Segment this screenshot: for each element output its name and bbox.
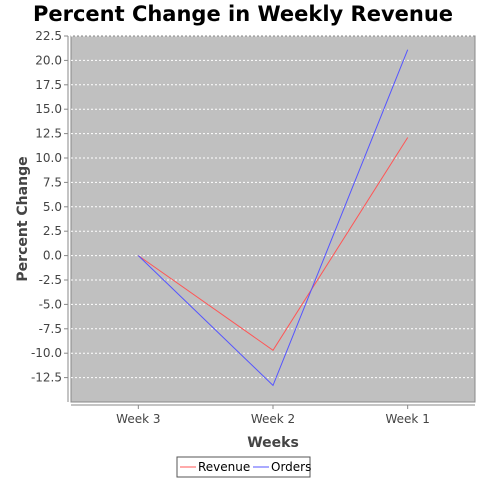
y-tick-label: 5.0 <box>43 200 62 214</box>
x-tick-label: Week 1 <box>386 412 430 426</box>
y-tick-label: 20.0 <box>35 53 62 67</box>
y-tick-label: 7.5 <box>43 175 62 189</box>
y-tick-label: 2.5 <box>43 224 62 238</box>
y-axis: -12.5 -10.0 -7.5 -5.0 -2.5 0.0 2.5 5.0 7.5 10.0 12… <box>31 29 69 402</box>
y-tick-label: -5.0 <box>39 297 62 311</box>
y-tick-label: 0.0 <box>43 249 62 263</box>
y-tick-label: -10.0 <box>31 346 62 360</box>
y-tick-label: 22.5 <box>35 29 62 43</box>
legend-label-revenue: Revenue <box>198 460 250 474</box>
legend-box <box>176 456 311 478</box>
legend-label-orders: Orders <box>271 460 311 474</box>
y-tick-label: 12.5 <box>35 127 62 141</box>
x-axis: Week 3 Week 2 Week 1 <box>71 404 475 426</box>
y-tick-label: 15.0 <box>35 102 62 116</box>
y-tick-label: 10.0 <box>35 151 62 165</box>
y-tick-label: -7.5 <box>39 322 62 336</box>
y-tick-label: -2.5 <box>39 273 62 287</box>
series-line-revenue <box>138 137 409 352</box>
y-tick-label: 17.5 <box>35 78 62 92</box>
x-axis-label: Weeks <box>247 435 299 451</box>
legend: Revenue Orders <box>176 456 311 478</box>
x-tick-label: Week 2 <box>251 412 295 426</box>
y-axis-label: Percent Change <box>15 156 31 281</box>
series-lines <box>137 49 409 387</box>
x-tick-label: Week 3 <box>116 412 160 426</box>
chart-title: Percent Change in Weekly Revenue <box>33 2 453 26</box>
y-tick-label: -12.5 <box>31 371 62 385</box>
plot-area <box>70 35 476 403</box>
grid-lines <box>71 35 475 379</box>
series-line-orders <box>137 49 409 387</box>
